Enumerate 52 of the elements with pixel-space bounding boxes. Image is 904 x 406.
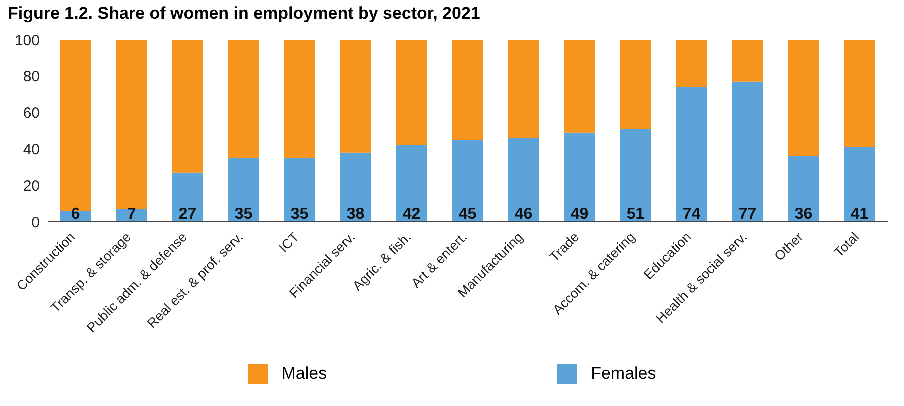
bar (676, 40, 708, 88)
data-label: 46 (514, 206, 533, 223)
bar (452, 140, 484, 222)
bar (620, 129, 652, 222)
bar (564, 40, 596, 133)
y-tick-label: 20 (23, 178, 40, 195)
y-tick-label: 40 (23, 142, 40, 159)
bar (228, 158, 260, 222)
bar (284, 158, 316, 222)
bar (732, 40, 764, 82)
bar (508, 138, 540, 222)
bar (564, 132, 596, 222)
data-label: 49 (570, 206, 589, 223)
data-label: 41 (850, 206, 869, 223)
bar (452, 40, 484, 140)
y-tick-label: 80 (23, 68, 40, 86)
data-label: 45 (458, 206, 477, 223)
bar (844, 147, 876, 222)
data-label: 38 (346, 206, 365, 223)
y-tick-label: 100 (14, 32, 40, 50)
data-label: 7 (127, 206, 136, 223)
data-label: 6 (71, 206, 80, 223)
data-label: 51 (626, 206, 645, 223)
data-label: 35 (290, 206, 309, 223)
bar (788, 40, 820, 156)
bar (396, 146, 428, 222)
bar (172, 172, 204, 222)
bar (116, 40, 148, 210)
bar (228, 40, 260, 158)
y-tick-label: 0 (32, 214, 40, 232)
bar (340, 40, 372, 153)
x-tick-label: ICT (276, 230, 302, 256)
bar (340, 152, 372, 222)
bar (844, 40, 876, 148)
chart-title: Figure 1.2. Share of women in employment by sector, 2021 (8, 4, 482, 24)
bar (732, 82, 764, 222)
bar (284, 40, 316, 158)
bar (620, 40, 652, 130)
bar (396, 40, 428, 146)
bar (508, 40, 540, 138)
data-label: 35 (234, 206, 253, 223)
data-label: 42 (402, 206, 421, 223)
legend-label: Males (282, 364, 328, 384)
data-label: 36 (794, 206, 813, 223)
data-label: 77 (738, 206, 757, 223)
data-label: 27 (178, 206, 197, 223)
bar (172, 40, 204, 173)
bar (676, 87, 708, 222)
legend-label: Females (591, 364, 656, 384)
data-label: 74 (682, 206, 701, 223)
y-tick-label: 60 (23, 105, 40, 122)
bar (788, 156, 820, 222)
